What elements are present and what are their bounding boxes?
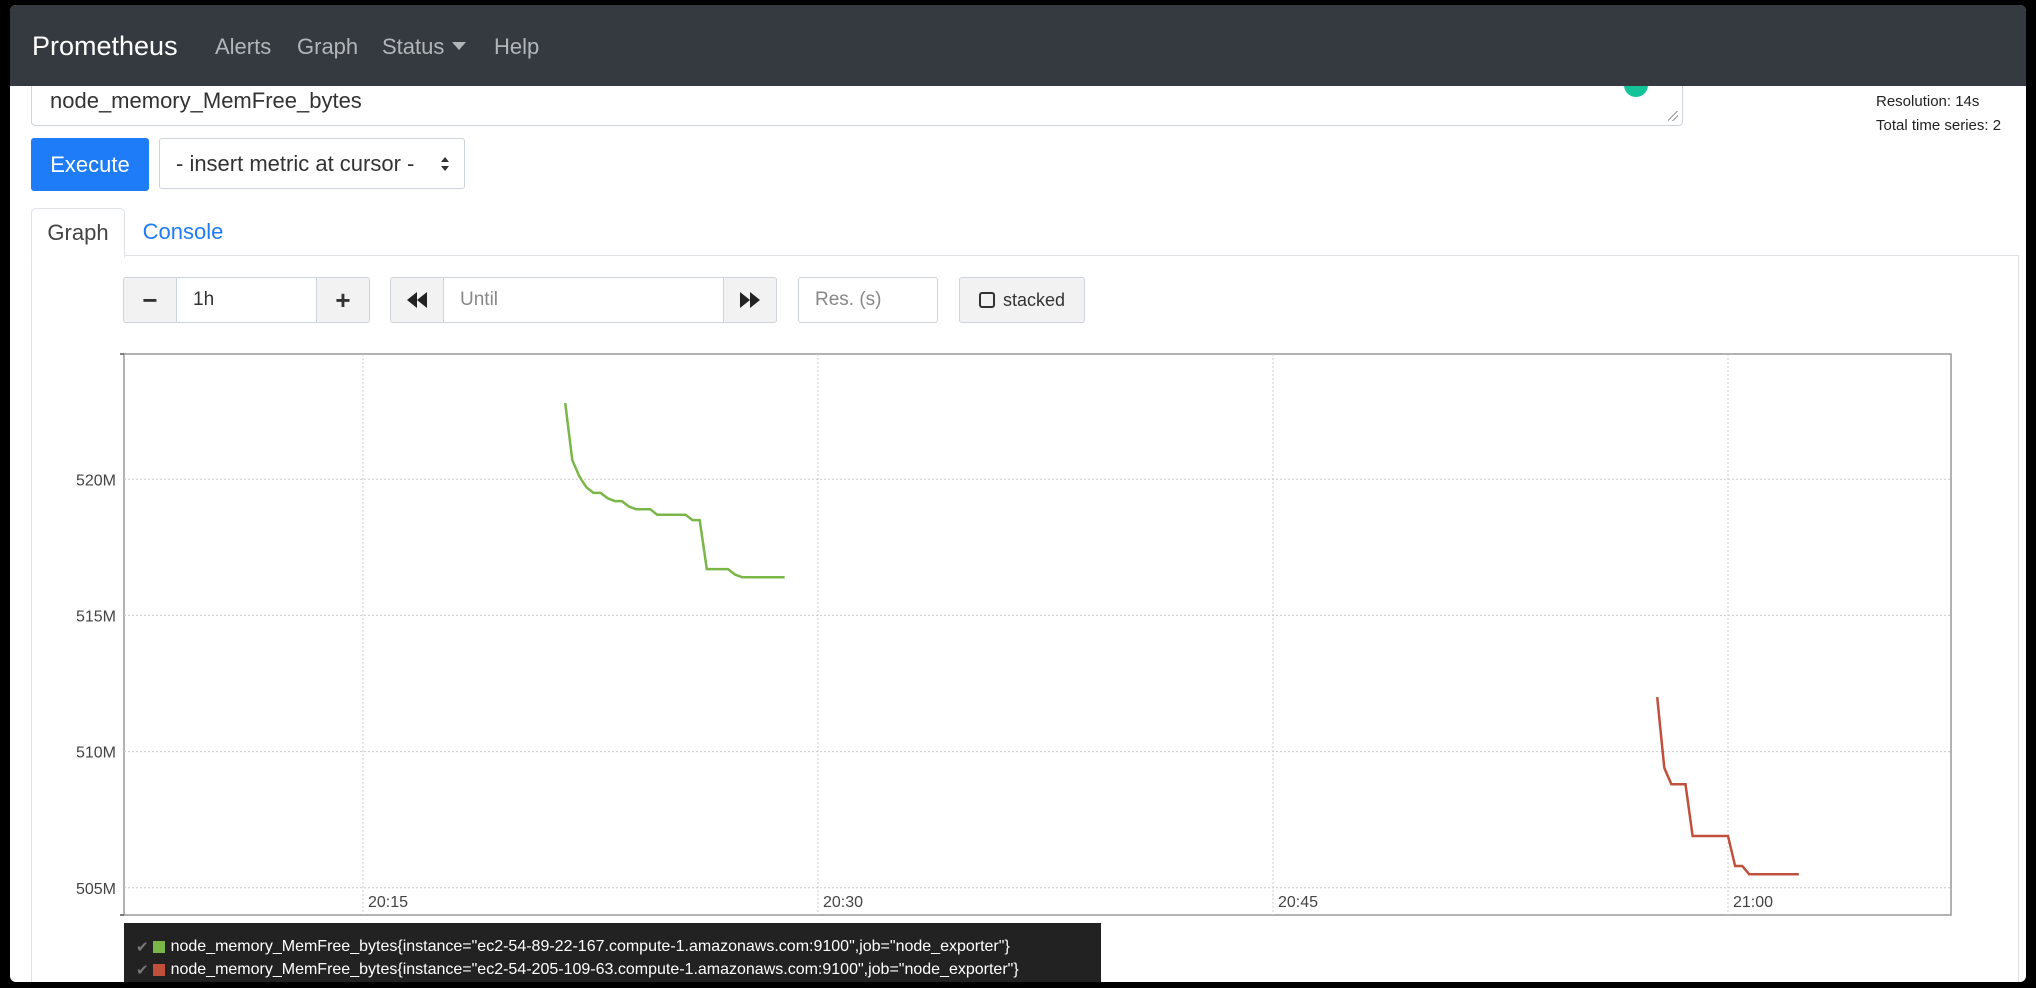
plot-frame (123, 353, 1952, 916)
checkmark-icon: ✔ (136, 939, 149, 956)
minus-icon: − (142, 284, 158, 315)
y-tick-label: 520M (76, 472, 116, 489)
total-series-info: Total time series: 2 (1876, 117, 2002, 134)
graph-chart: 505M 510M 515M 520M 20:15 20:30 20:45 21:00 (76, 353, 1952, 916)
series-line-1 (563, 402, 785, 579)
expression-input[interactable]: node_memory_MemFree_bytes (31, 86, 1683, 126)
resolution-input[interactable]: Res. (s) (798, 277, 938, 323)
range-increase-button[interactable]: + (316, 277, 370, 323)
nav-alerts[interactable]: Alerts (215, 34, 272, 59)
checkmark-icon: ✔ (136, 962, 149, 979)
rewind-icon (407, 292, 427, 308)
grammarly-icon[interactable] (1624, 86, 1648, 97)
resolution-placeholder: Res. (s) (815, 289, 882, 310)
metric-select[interactable]: - insert metric at cursor - (159, 138, 465, 189)
graph-legend: ✔ node_memory_MemFree_bytes{instance="ec… (124, 923, 1101, 982)
metric-select-value: - insert metric at cursor - (176, 150, 415, 176)
stacked-label: stacked (1002, 289, 1066, 310)
chevron-down-icon (452, 42, 467, 50)
graph-panel (31, 255, 2019, 982)
stacked-toggle[interactable]: stacked (959, 277, 1085, 323)
until-placeholder: Until (460, 289, 499, 310)
nav-help[interactable]: Help (494, 34, 540, 59)
nav-graph[interactable]: Graph (297, 34, 359, 59)
select-arrows-icon (441, 157, 449, 171)
tab-graph[interactable]: Graph (31, 208, 125, 258)
resize-grip-icon[interactable] (1668, 111, 1678, 121)
series-line-2 (1655, 696, 1799, 876)
legend-item[interactable]: ✔ node_memory_MemFree_bytes{instance="ec… (136, 960, 1019, 980)
plus-icon: + (335, 284, 351, 315)
x-tick-label: 20:45 (1278, 894, 1318, 911)
y-tick-label: 510M (76, 745, 116, 762)
x-tick-label: 21:00 (1733, 894, 1773, 911)
navbar: Prometheus Alerts Graph Status Help (10, 5, 2026, 86)
browser-window: Prometheus Alerts Graph Status Help node… (10, 5, 2026, 982)
x-tick-label: 20:15 (368, 894, 408, 911)
brand-link[interactable]: Prometheus (32, 31, 178, 61)
range-decrease-button[interactable]: − (123, 277, 177, 323)
legend-label: node_memory_MemFree_bytes{instance="ec2-… (170, 961, 1019, 978)
checkbox-icon (978, 292, 995, 308)
time-forward-button[interactable] (723, 277, 777, 323)
y-tick-label: 515M (76, 608, 116, 625)
resolution-info: Resolution: 14s (1876, 93, 1980, 110)
legend-swatch (152, 941, 165, 953)
legend-swatch (152, 964, 165, 976)
nav-status-dropdown[interactable]: Status (382, 34, 467, 60)
fast-forward-icon (740, 292, 760, 308)
legend-label: node_memory_MemFree_bytes{instance="ec2-… (170, 938, 1010, 955)
legend-item[interactable]: ✔ node_memory_MemFree_bytes{instance="ec… (136, 937, 1010, 957)
expression-text: node_memory_MemFree_bytes (50, 88, 362, 113)
execute-button[interactable]: Execute (31, 138, 149, 191)
range-input[interactable]: 1h (176, 277, 317, 323)
y-tick-label: 505M (76, 881, 116, 898)
x-tick-label: 20:30 (823, 894, 863, 911)
tab-console[interactable]: Console (142, 219, 224, 244)
nav-status-label: Status (382, 34, 445, 59)
